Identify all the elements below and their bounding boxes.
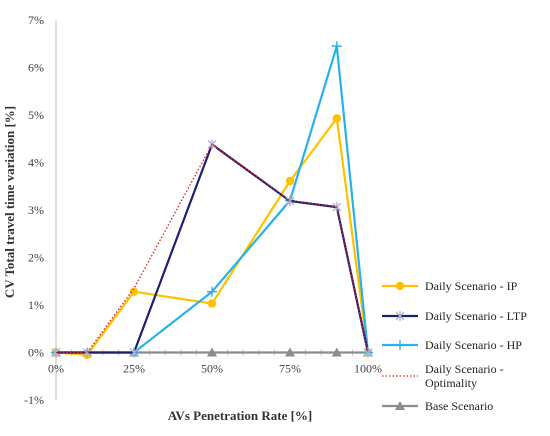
data-point [129, 287, 139, 296]
x-tick-label: 50% [201, 362, 223, 376]
y-tick-label: 7% [28, 13, 44, 27]
legend-marker [395, 340, 405, 350]
x-tick-label: 25% [123, 362, 145, 376]
x-tick-label: 75% [279, 362, 301, 376]
series-group [51, 41, 373, 358]
y-tick-label: 5% [28, 108, 44, 122]
data-point [331, 347, 342, 357]
y-tick-label: 3% [28, 203, 44, 217]
x-axis-title: AVs Penetration Rate [%] [168, 408, 313, 423]
y-tick-label: -1% [24, 393, 44, 407]
legend-marker [395, 401, 405, 410]
data-point [207, 299, 217, 308]
legend-item: Daily Scenario - HP [382, 338, 522, 352]
plot-area [51, 41, 373, 360]
legend-label: Daily Scenario - [425, 362, 504, 376]
series-line [56, 143, 370, 354]
series-line [56, 143, 369, 354]
data-point [331, 41, 342, 52]
data-point [363, 347, 373, 358]
legend-item: Daily Scenario - IP [382, 279, 518, 293]
series-group [51, 114, 373, 360]
y-tick-label: 0% [28, 346, 44, 360]
legend-item: Daily Scenario - LTP [382, 309, 527, 323]
data-point [285, 176, 295, 186]
legend-item: Daily Scenario -Optimality [382, 362, 504, 390]
y-tick-labels: -1% 0% 1% 2% 3% 4% 5% 6% 7% [24, 13, 44, 407]
data-point [82, 347, 92, 358]
data-point [285, 347, 295, 357]
data-point [285, 195, 295, 206]
legend-label: Daily Scenario - LTP [425, 309, 527, 323]
x-tick-label: 100% [354, 362, 382, 376]
legend-label: Daily Scenario - IP [425, 279, 518, 293]
series-line [55, 117, 370, 356]
data-point [207, 347, 217, 357]
legend-label: Base Scenario [425, 399, 493, 413]
legend-marker [395, 311, 405, 321]
y-tick-label: 1% [28, 298, 44, 312]
legend-label: Optimality [425, 376, 477, 390]
legend-item: Base Scenario [382, 399, 493, 413]
y-tick-label: 4% [28, 156, 44, 170]
series-group [51, 139, 373, 358]
data-point [129, 347, 139, 358]
x-tick-labels: 0% 25% 50% 75% 100% [48, 362, 382, 376]
y-axis-title: CV Total travel time variation [%] [2, 106, 17, 298]
data-point [332, 114, 341, 123]
legend-label: Daily Scenario - HP [425, 338, 522, 352]
series-group [56, 143, 369, 354]
legend-marker [395, 281, 405, 291]
data-point [207, 286, 217, 297]
y-tick-label: 6% [28, 61, 44, 75]
y-tick-label: 2% [28, 251, 44, 265]
legend: Daily Scenario - IP Daily Scenario - LTP D… [382, 279, 527, 413]
x-tick-label: 0% [48, 362, 64, 376]
